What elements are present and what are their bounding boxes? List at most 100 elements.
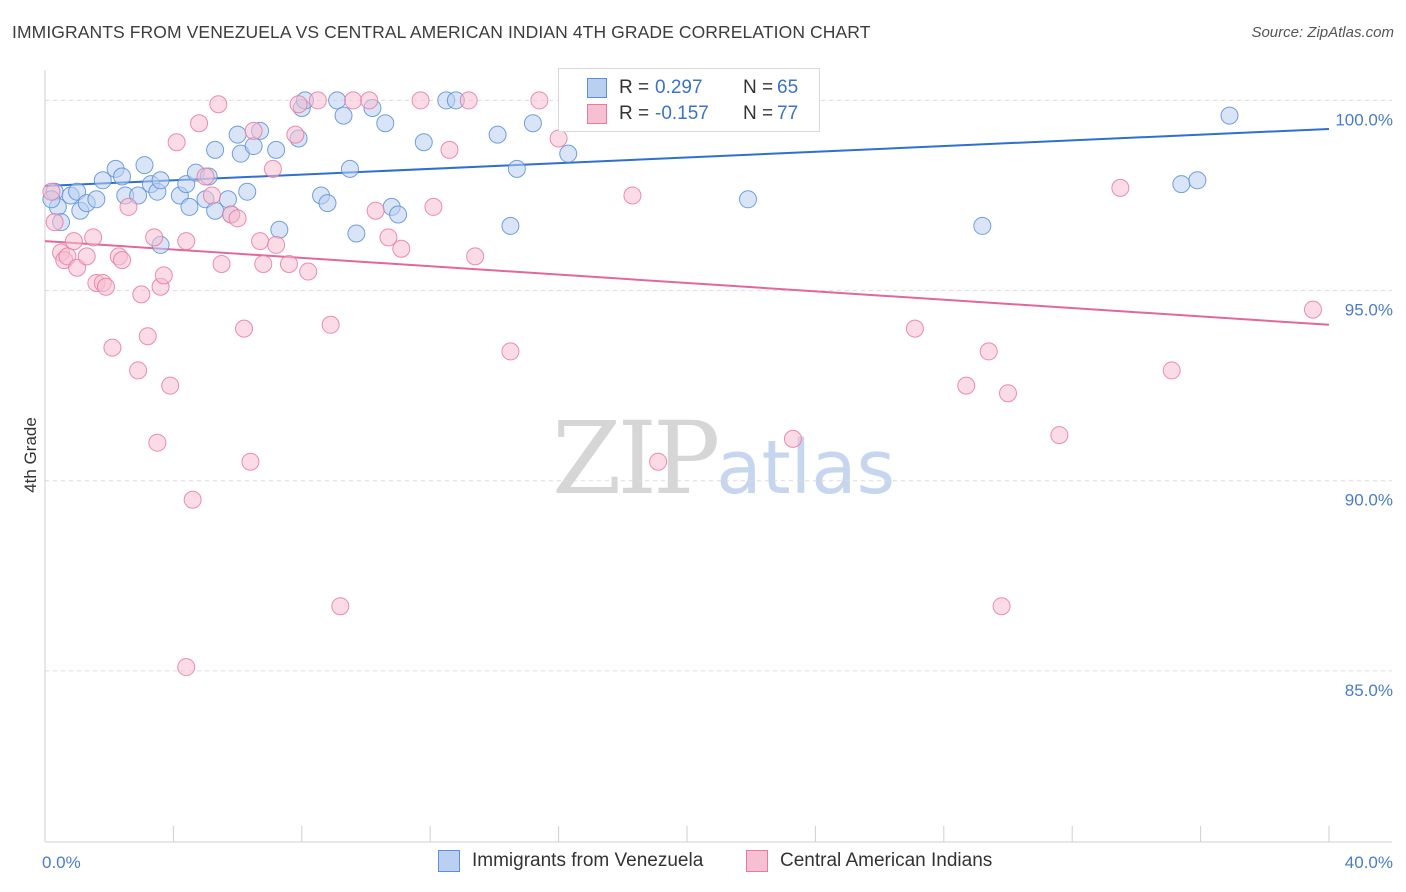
data-point <box>93 171 112 190</box>
data-point <box>206 140 225 159</box>
data-point <box>347 224 366 243</box>
data-point <box>783 429 802 448</box>
data-point <box>96 277 115 296</box>
data-point <box>957 376 976 395</box>
data-point <box>308 91 327 110</box>
trend-line-venezuela <box>44 127 1330 187</box>
data-point <box>1162 361 1181 380</box>
data-point <box>1050 426 1069 445</box>
legend-r-value: 0.297 <box>655 77 703 98</box>
data-point <box>440 140 459 159</box>
legend-n-label: N = <box>743 103 774 124</box>
data-point <box>244 137 263 156</box>
data-point <box>180 197 199 216</box>
data-point <box>488 125 507 144</box>
data-point <box>161 376 180 395</box>
data-point <box>84 228 103 247</box>
data-point <box>331 597 350 616</box>
data-point <box>649 452 668 471</box>
trend-lines <box>44 127 1330 326</box>
data-point <box>113 251 132 270</box>
data-point <box>228 209 247 228</box>
data-point <box>424 197 443 216</box>
y-tick-label: 85.0% <box>1345 681 1393 700</box>
legend-row-central-american-indians: R = -0.157 N = 77 <box>559 101 798 127</box>
data-point <box>501 342 520 361</box>
data-point <box>366 201 385 220</box>
watermark-atlas: atlas <box>716 425 896 511</box>
legend-n-value: 77 <box>777 103 799 124</box>
data-point <box>167 133 186 152</box>
series-legend-label: Immigrants from Venezuela <box>472 850 704 871</box>
data-point <box>196 167 215 186</box>
data-point <box>183 490 202 509</box>
data-point <box>1188 171 1207 190</box>
data-point <box>177 232 196 251</box>
data-point <box>501 216 520 235</box>
data-point <box>340 159 359 178</box>
data-point <box>45 213 64 232</box>
data-point <box>202 186 221 205</box>
data-point <box>286 125 305 144</box>
data-point <box>459 91 478 110</box>
series-central-american-indians-points <box>42 91 1322 677</box>
data-point <box>623 186 642 205</box>
data-point <box>212 254 231 273</box>
data-point <box>973 216 992 235</box>
data-point <box>549 129 568 148</box>
legend-swatch-central-american-indians <box>587 104 607 124</box>
watermark-zip: ZIP <box>552 400 720 517</box>
data-point <box>148 433 167 452</box>
data-point <box>392 239 411 258</box>
data-point <box>228 125 247 144</box>
data-point <box>154 266 173 285</box>
data-point <box>138 327 157 346</box>
legend-r-label: R = <box>619 103 650 124</box>
y-tick-label: 90.0% <box>1345 491 1393 510</box>
data-point <box>267 140 286 159</box>
data-points <box>42 91 1322 677</box>
data-point <box>360 91 379 110</box>
data-point <box>238 182 257 201</box>
data-point <box>905 319 924 338</box>
data-point <box>77 247 96 266</box>
data-point <box>135 156 154 175</box>
data-point <box>42 182 61 201</box>
data-point <box>530 91 549 110</box>
data-point <box>992 597 1011 616</box>
y-tick-label: 100.0% <box>1335 110 1393 129</box>
legend-n-label: N = <box>743 77 774 98</box>
data-point <box>132 285 151 304</box>
data-point <box>87 190 106 209</box>
tick-labels: 100.0% 95.0% 90.0% 85.0% 0.0% 40.0% <box>42 110 1393 872</box>
data-point <box>270 220 289 239</box>
data-point <box>318 194 337 213</box>
data-point <box>1172 175 1191 194</box>
legend-n-value: 65 <box>777 77 799 98</box>
x-tick-label: 40.0% <box>1345 853 1393 872</box>
data-point <box>999 384 1017 403</box>
data-point <box>119 197 138 216</box>
legend-swatch-venezuela <box>587 78 607 98</box>
data-point <box>113 167 132 186</box>
y-axis-label: 4th Grade <box>21 417 40 493</box>
data-point <box>64 232 83 251</box>
legend-row-venezuela: R = 0.297 N = 65 <box>559 75 798 101</box>
x-tick-label: 0.0% <box>42 853 81 872</box>
chart-source: Source: ZipAtlas.com <box>1251 24 1394 41</box>
data-point <box>1111 178 1130 197</box>
data-point <box>151 171 170 190</box>
data-point <box>129 361 148 380</box>
data-point <box>241 452 260 471</box>
data-point <box>379 228 398 247</box>
data-point <box>738 190 757 209</box>
data-point <box>190 114 209 133</box>
chart-title: IMMIGRANTS FROM VENEZUELA VS CENTRAL AME… <box>12 22 871 42</box>
data-point <box>177 658 196 677</box>
data-point <box>145 228 164 247</box>
data-point <box>289 95 308 114</box>
legend-r-label: R = <box>619 77 650 98</box>
trend-line-central-american-indians <box>44 240 1330 326</box>
series-legend-venezuela: Immigrants from Venezuela <box>438 850 703 872</box>
series-legend: Immigrants from Venezuela Central Americ… <box>0 850 1406 878</box>
